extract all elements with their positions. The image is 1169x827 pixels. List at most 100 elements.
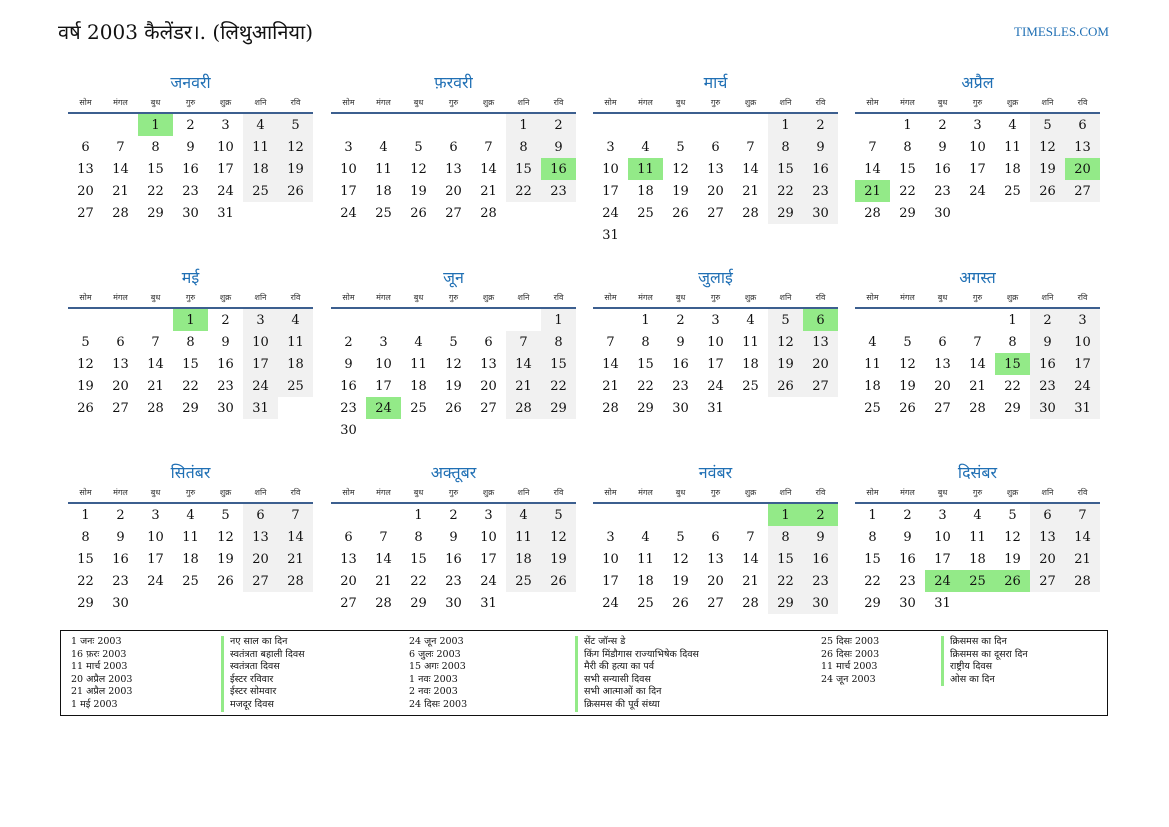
day-cell: 23: [182, 183, 199, 199]
day-cell: 26: [410, 205, 427, 221]
day-cell: 28: [278, 570, 313, 592]
day-cell: 25: [182, 573, 199, 589]
month-name: जून: [443, 268, 464, 287]
day-cell: 2: [1030, 309, 1065, 331]
day-cell: 7: [116, 139, 125, 155]
day-grid: 1 2 3 4 5 6 7 8 9 10 11 12 13 14 15 16 17 18 19 20 21 22 23 24 2…: [855, 114, 1100, 224]
weekday-label: गुरु: [972, 293, 983, 302]
legend-date: 1 नवः 2003: [409, 673, 458, 685]
day-cell: 23: [112, 573, 129, 589]
legend-dates-column: 25 दिसः 2003 26 दिसः 2003 11 मार्च 2003 24 …: [821, 636, 879, 686]
day-cell: 30: [217, 400, 234, 416]
weekday-label: बुध: [675, 488, 686, 497]
day-cell: 23: [672, 378, 689, 394]
day-cell: 18: [864, 378, 881, 394]
day-cell: 1: [903, 117, 912, 133]
day-cell: 27: [77, 205, 94, 221]
day-cell: 27: [707, 595, 724, 611]
month-block: जुलाई सोम मंगल बुध गुरु शुक्र शनि रवि 1 2 3 4 5 6 7 8 9 1…: [593, 265, 838, 419]
day-cell: 17: [602, 573, 619, 589]
weekday-label: सोम: [342, 293, 355, 302]
weekday-label: बुध: [150, 293, 161, 302]
day-cell: 24: [602, 205, 619, 221]
day-cell: 8: [768, 136, 803, 158]
holiday-day-cell: 2: [803, 504, 838, 526]
day-cell: 18: [410, 378, 427, 394]
weekday-header: सोम मंगल बुध गुरु शुक्र शनि रवि: [68, 96, 313, 110]
day-cell: 1: [541, 309, 576, 331]
month-name: अप्रैल: [961, 73, 994, 92]
day-cell: 8: [541, 331, 576, 353]
empty-cell: [68, 114, 103, 136]
weekday-label: गुरु: [972, 98, 983, 107]
page-title: वर्ष 2003 कैलेंडर।. (लिथुआनिया): [58, 20, 314, 44]
day-cell: 26: [1030, 180, 1065, 202]
day-cell: 21: [742, 183, 759, 199]
day-cell: 30: [803, 592, 838, 614]
legend-date: 11 मार्च 2003: [821, 661, 878, 673]
empty-cell: [593, 504, 628, 526]
day-cell: 3: [484, 507, 493, 523]
weekday-label: मंगल: [900, 488, 915, 497]
day-cell: 19: [445, 378, 462, 394]
day-cell: 24: [147, 573, 164, 589]
day-cell: 3: [606, 139, 615, 155]
day-cell: 18: [637, 183, 654, 199]
month-name: मई: [181, 268, 200, 287]
day-cell: 30: [899, 595, 916, 611]
day-cell: 11: [864, 356, 881, 372]
day-cell: 22: [410, 573, 427, 589]
day-cell: 20: [445, 183, 462, 199]
month-block: नवंबर सोम मंगल बुध गुरु शुक्र शनि रवि 1 2 3 4 5 6 7 8 9 1…: [593, 460, 838, 614]
day-cell: 22: [77, 573, 94, 589]
day-cell: 25: [375, 205, 392, 221]
day-cell: 10: [707, 334, 724, 350]
day-cell: 23: [1030, 375, 1065, 397]
day-cell: 21: [602, 378, 619, 394]
month-block: अप्रैल सोम मंगल बुध गुरु शुक्र शनि रवि 1 2 3 4 5 6 7 8 9…: [855, 70, 1100, 224]
day-cell: 30: [1030, 397, 1065, 419]
legend-dates-column: 1 जनः 2003 16 फ़रः 2003 11 मार्च 2003 20 अप…: [71, 636, 132, 712]
day-cell: 1: [768, 114, 803, 136]
day-cell: 7: [973, 334, 982, 350]
day-cell: 12: [1030, 136, 1065, 158]
day-cell: 29: [768, 592, 803, 614]
day-cell: 19: [768, 353, 803, 375]
day-cell: 7: [379, 529, 388, 545]
empty-cell: [366, 114, 401, 136]
day-cell: 14: [375, 551, 392, 567]
day-cell: 30: [112, 595, 129, 611]
day-cell: 7: [278, 504, 313, 526]
empty-cell: [401, 114, 436, 136]
empty-cell: [628, 114, 663, 136]
legend-names-column: सेंट जॉन्स डे किंग मिंडौगास राज्याभिषेक द…: [575, 636, 699, 712]
day-grid: 1 2 3 4 5 6 7 8 9 10 11 12 13 14 15 16 17 18 19 20 21 22 23 24 2…: [593, 114, 838, 246]
weekday-label: मंगल: [900, 293, 915, 302]
day-cell: 14: [278, 526, 313, 548]
day-cell: 2: [344, 334, 353, 350]
day-cell: 9: [116, 529, 125, 545]
day-cell: 9: [938, 139, 947, 155]
day-cell: 7: [151, 334, 160, 350]
day-cell: 20: [707, 573, 724, 589]
weekday-label: बुध: [413, 488, 424, 497]
day-grid: 1 2 3 4 5 6 7 8 9 10 11 12 13 14 15 16 17 18 19 20 21 22 23 24 2…: [855, 309, 1100, 419]
day-cell: 3: [379, 334, 388, 350]
day-cell: 13: [243, 526, 278, 548]
day-cell: 11: [506, 526, 541, 548]
day-cell: 12: [541, 526, 576, 548]
month-name: जुलाई: [698, 268, 733, 287]
day-cell: 20: [243, 548, 278, 570]
weekday-label: मंगल: [638, 293, 653, 302]
day-cell: 17: [934, 551, 951, 567]
weekday-label: बुध: [413, 98, 424, 107]
site-link[interactable]: TIMESLES.COM: [1014, 24, 1109, 39]
day-cell: 6: [243, 504, 278, 526]
month-name: दिसंबर: [957, 463, 998, 482]
day-cell: 15: [768, 158, 803, 180]
day-cell: 30: [672, 400, 689, 416]
day-cell: 6: [81, 139, 90, 155]
day-cell: 29: [637, 400, 654, 416]
weekday-label: बुध: [675, 98, 686, 107]
weekday-label: शुक्र: [219, 488, 232, 497]
